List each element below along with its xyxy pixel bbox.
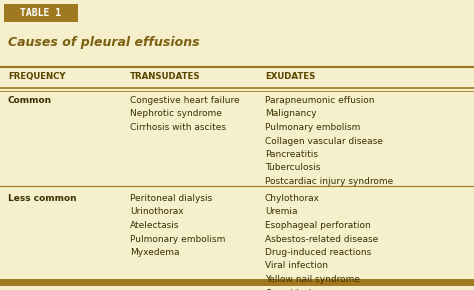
Text: Common: Common bbox=[8, 96, 52, 105]
Text: Peritoneal dialysis: Peritoneal dialysis bbox=[130, 194, 212, 203]
Text: Asbestos-related disease: Asbestos-related disease bbox=[265, 235, 378, 244]
Text: Postcardiac injury syndrome: Postcardiac injury syndrome bbox=[265, 177, 393, 186]
Text: Less common: Less common bbox=[8, 194, 77, 203]
Text: Chylothorax: Chylothorax bbox=[265, 194, 320, 203]
Text: Cirrhosis with ascites: Cirrhosis with ascites bbox=[130, 123, 226, 132]
Text: Myxedema: Myxedema bbox=[130, 248, 180, 257]
Text: Esophageal perforation: Esophageal perforation bbox=[265, 221, 371, 230]
Text: Atelectasis: Atelectasis bbox=[130, 221, 180, 230]
Text: EXUDATES: EXUDATES bbox=[265, 72, 315, 81]
Text: Drug-induced reactions: Drug-induced reactions bbox=[265, 248, 371, 257]
Text: TABLE 1: TABLE 1 bbox=[20, 8, 62, 18]
Text: Sarcoidosis: Sarcoidosis bbox=[265, 289, 316, 290]
Text: FREQUENCY: FREQUENCY bbox=[8, 72, 65, 81]
FancyBboxPatch shape bbox=[4, 4, 78, 22]
Text: Nephrotic syndrome: Nephrotic syndrome bbox=[130, 110, 222, 119]
Text: Tuberculosis: Tuberculosis bbox=[265, 164, 320, 173]
Text: TRANSUDATES: TRANSUDATES bbox=[130, 72, 201, 81]
Text: Collagen vascular disease: Collagen vascular disease bbox=[265, 137, 383, 146]
Text: Yellow nail syndrome: Yellow nail syndrome bbox=[265, 275, 360, 284]
Text: Pancreatitis: Pancreatitis bbox=[265, 150, 318, 159]
Text: Malignancy: Malignancy bbox=[265, 110, 317, 119]
Text: Causes of pleural effusions: Causes of pleural effusions bbox=[8, 36, 200, 49]
Text: Congestive heart failure: Congestive heart failure bbox=[130, 96, 240, 105]
Text: Viral infection: Viral infection bbox=[265, 262, 328, 271]
Text: Uremia: Uremia bbox=[265, 208, 298, 217]
Text: Parapneumonic effusion: Parapneumonic effusion bbox=[265, 96, 374, 105]
Text: Pulmonary embolism: Pulmonary embolism bbox=[130, 235, 225, 244]
Text: Pulmonary embolism: Pulmonary embolism bbox=[265, 123, 360, 132]
Text: Urinothorax: Urinothorax bbox=[130, 208, 183, 217]
